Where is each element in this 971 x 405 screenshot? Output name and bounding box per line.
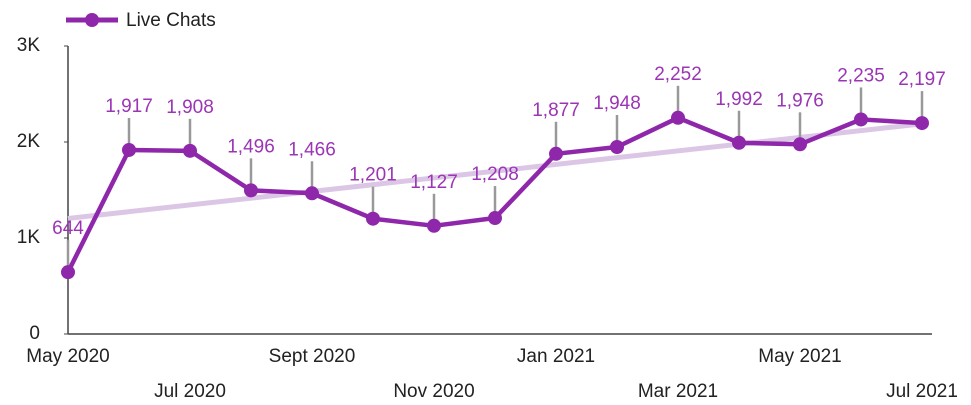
x-tick-label: Nov 2020 bbox=[393, 381, 474, 402]
y-tick-label: 3K bbox=[17, 35, 41, 56]
data-label: 1,976 bbox=[776, 90, 824, 111]
y-tick-label: 0 bbox=[29, 323, 40, 344]
point bbox=[427, 218, 441, 233]
point bbox=[793, 137, 807, 152]
point bbox=[366, 211, 380, 226]
point bbox=[61, 265, 75, 280]
x-tick-label: Sept 2020 bbox=[269, 346, 356, 367]
point bbox=[183, 143, 197, 158]
point bbox=[915, 116, 929, 131]
y-tick-label: 1K bbox=[17, 227, 41, 248]
point bbox=[244, 183, 258, 198]
data-label: 1,917 bbox=[105, 96, 153, 117]
point bbox=[549, 146, 563, 161]
point bbox=[610, 139, 624, 154]
point bbox=[122, 142, 136, 157]
x-tick-label: May 2021 bbox=[758, 346, 841, 367]
x-tick-label: Jul 2021 bbox=[886, 381, 958, 402]
data-label: 2,235 bbox=[837, 65, 885, 86]
x-tick-label: Jul 2020 bbox=[154, 381, 226, 402]
data-label: 644 bbox=[52, 218, 84, 239]
data-label: 1,877 bbox=[532, 100, 580, 121]
data-label: 1,208 bbox=[471, 164, 519, 185]
data-label: 1,496 bbox=[227, 136, 275, 157]
y-tick-label: 2K bbox=[17, 131, 41, 152]
data-label: 1,948 bbox=[593, 93, 641, 114]
data-label: 1,466 bbox=[288, 139, 336, 160]
data-label: 1,127 bbox=[410, 172, 458, 193]
x-tick-label: Jan 2021 bbox=[517, 346, 595, 367]
legend-label: Live Chats bbox=[126, 10, 216, 31]
legend-marker bbox=[85, 13, 99, 27]
data-label: 1,201 bbox=[349, 165, 397, 186]
x-tick-label: May 2020 bbox=[26, 346, 109, 367]
data-label: 2,197 bbox=[898, 69, 946, 90]
x-tick-label: Mar 2021 bbox=[638, 381, 718, 402]
data-label: 1,992 bbox=[715, 89, 763, 110]
point bbox=[732, 135, 746, 150]
point bbox=[671, 110, 685, 125]
point bbox=[488, 211, 502, 226]
trend-line bbox=[67, 121, 923, 221]
data-label: 2,252 bbox=[654, 64, 702, 85]
point bbox=[305, 186, 319, 201]
point bbox=[854, 112, 868, 127]
data-label: 1,908 bbox=[166, 97, 214, 118]
